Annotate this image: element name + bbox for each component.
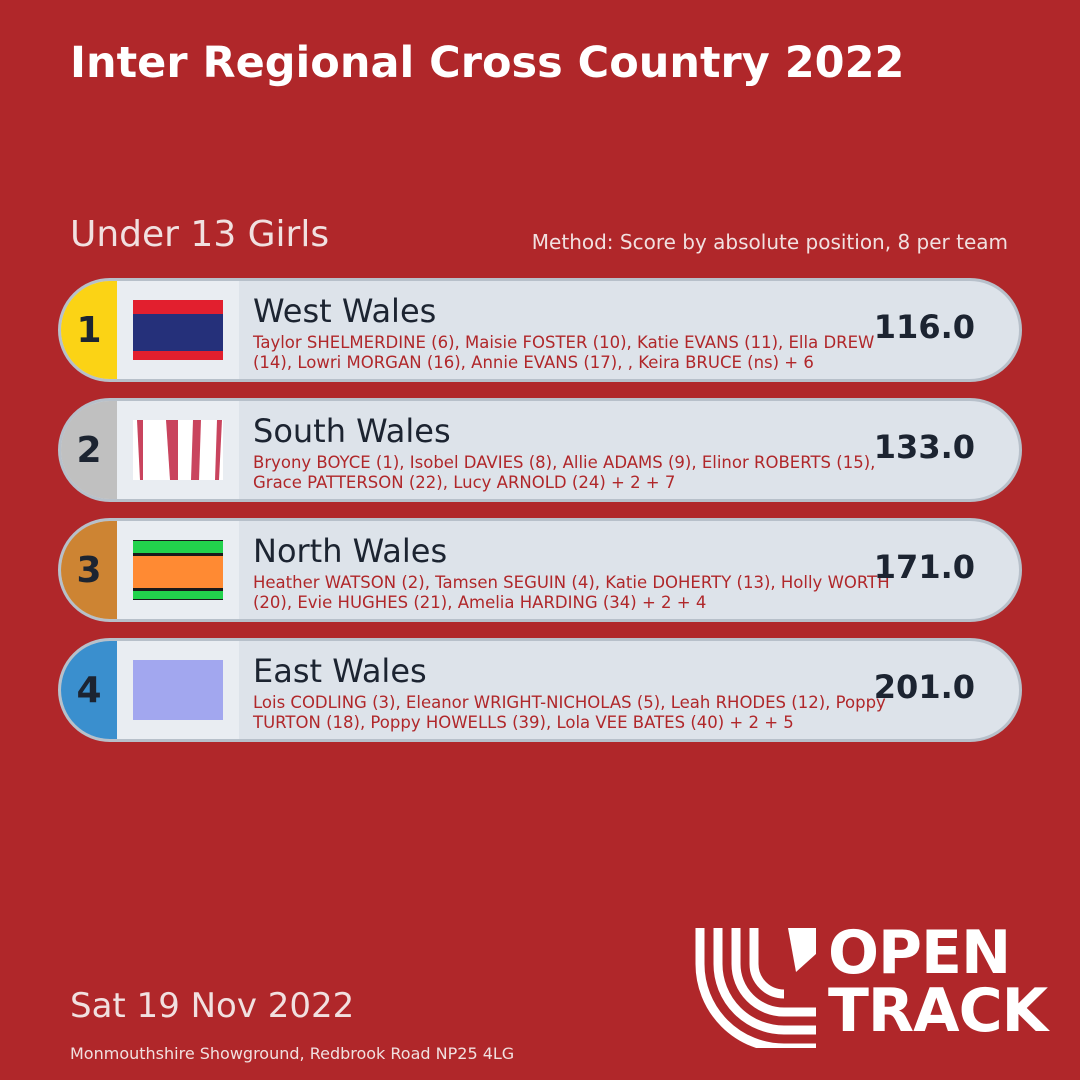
north-wales-flag-icon xyxy=(133,540,223,600)
team-score: 116.0 xyxy=(873,308,975,346)
team-members: Taylor SHELMERDINE (6), Maisie FOSTER (1… xyxy=(253,333,875,372)
team-card[interactable]: 4 East Wales Lois CODLING (3), Eleanor W… xyxy=(58,638,1022,742)
team-card[interactable]: 3 North Wales Heather WATSON (2), Tamsen… xyxy=(58,518,1022,622)
team-card[interactable]: 1 West Wales Taylor SHELMERDINE (6), Mai… xyxy=(58,278,1022,382)
team-members: Bryony BOYCE (1), Isobel DAVIES (8), All… xyxy=(253,453,876,492)
logo-line-open: OPEN xyxy=(828,918,1011,988)
team-name: West Wales xyxy=(253,292,437,330)
rank-badge: 3 xyxy=(61,521,117,619)
logo-line-track: TRACK xyxy=(828,976,1048,1046)
rank-badge: 2 xyxy=(61,401,117,499)
event-date: Sat 19 Nov 2022 xyxy=(70,986,355,1026)
team-members: Heather WATSON (2), Tamsen SEGUIN (4), K… xyxy=(253,573,890,612)
opentrack-logo: OPEN TRACK xyxy=(692,918,1052,1048)
team-flag-box xyxy=(117,641,239,739)
team-flag-box xyxy=(117,401,239,499)
team-card[interactable]: 2 South Wales Bryony BOYCE (1), Isobel D… xyxy=(58,398,1022,502)
team-flag-box xyxy=(117,281,239,379)
opentrack-arcs-icon xyxy=(695,928,816,1048)
rank-badge: 4 xyxy=(61,641,117,739)
opentrack-wordmark: OPEN TRACK xyxy=(828,918,1048,1046)
scoring-method: Method: Score by absolute position, 8 pe… xyxy=(531,230,1008,254)
south-wales-flag-icon xyxy=(133,420,223,480)
west-wales-flag-icon xyxy=(133,300,223,360)
team-score: 171.0 xyxy=(873,548,975,586)
category-title: Under 13 Girls xyxy=(70,214,330,255)
team-flag-box xyxy=(117,521,239,619)
rank-badge: 1 xyxy=(61,281,117,379)
team-name: South Wales xyxy=(253,412,451,450)
team-score: 133.0 xyxy=(873,428,975,466)
team-name: North Wales xyxy=(253,532,448,570)
team-score: 201.0 xyxy=(873,668,975,706)
east-wales-flag-icon xyxy=(133,660,223,720)
page-title: Inter Regional Cross Country 2022 xyxy=(70,38,905,88)
event-venue: Monmouthshire Showground, Redbrook Road … xyxy=(70,1044,515,1063)
team-name: East Wales xyxy=(253,652,427,690)
team-members: Lois CODLING (3), Eleanor WRIGHT-NICHOLA… xyxy=(253,693,886,732)
team-results-list: 1 West Wales Taylor SHELMERDINE (6), Mai… xyxy=(58,278,1022,758)
